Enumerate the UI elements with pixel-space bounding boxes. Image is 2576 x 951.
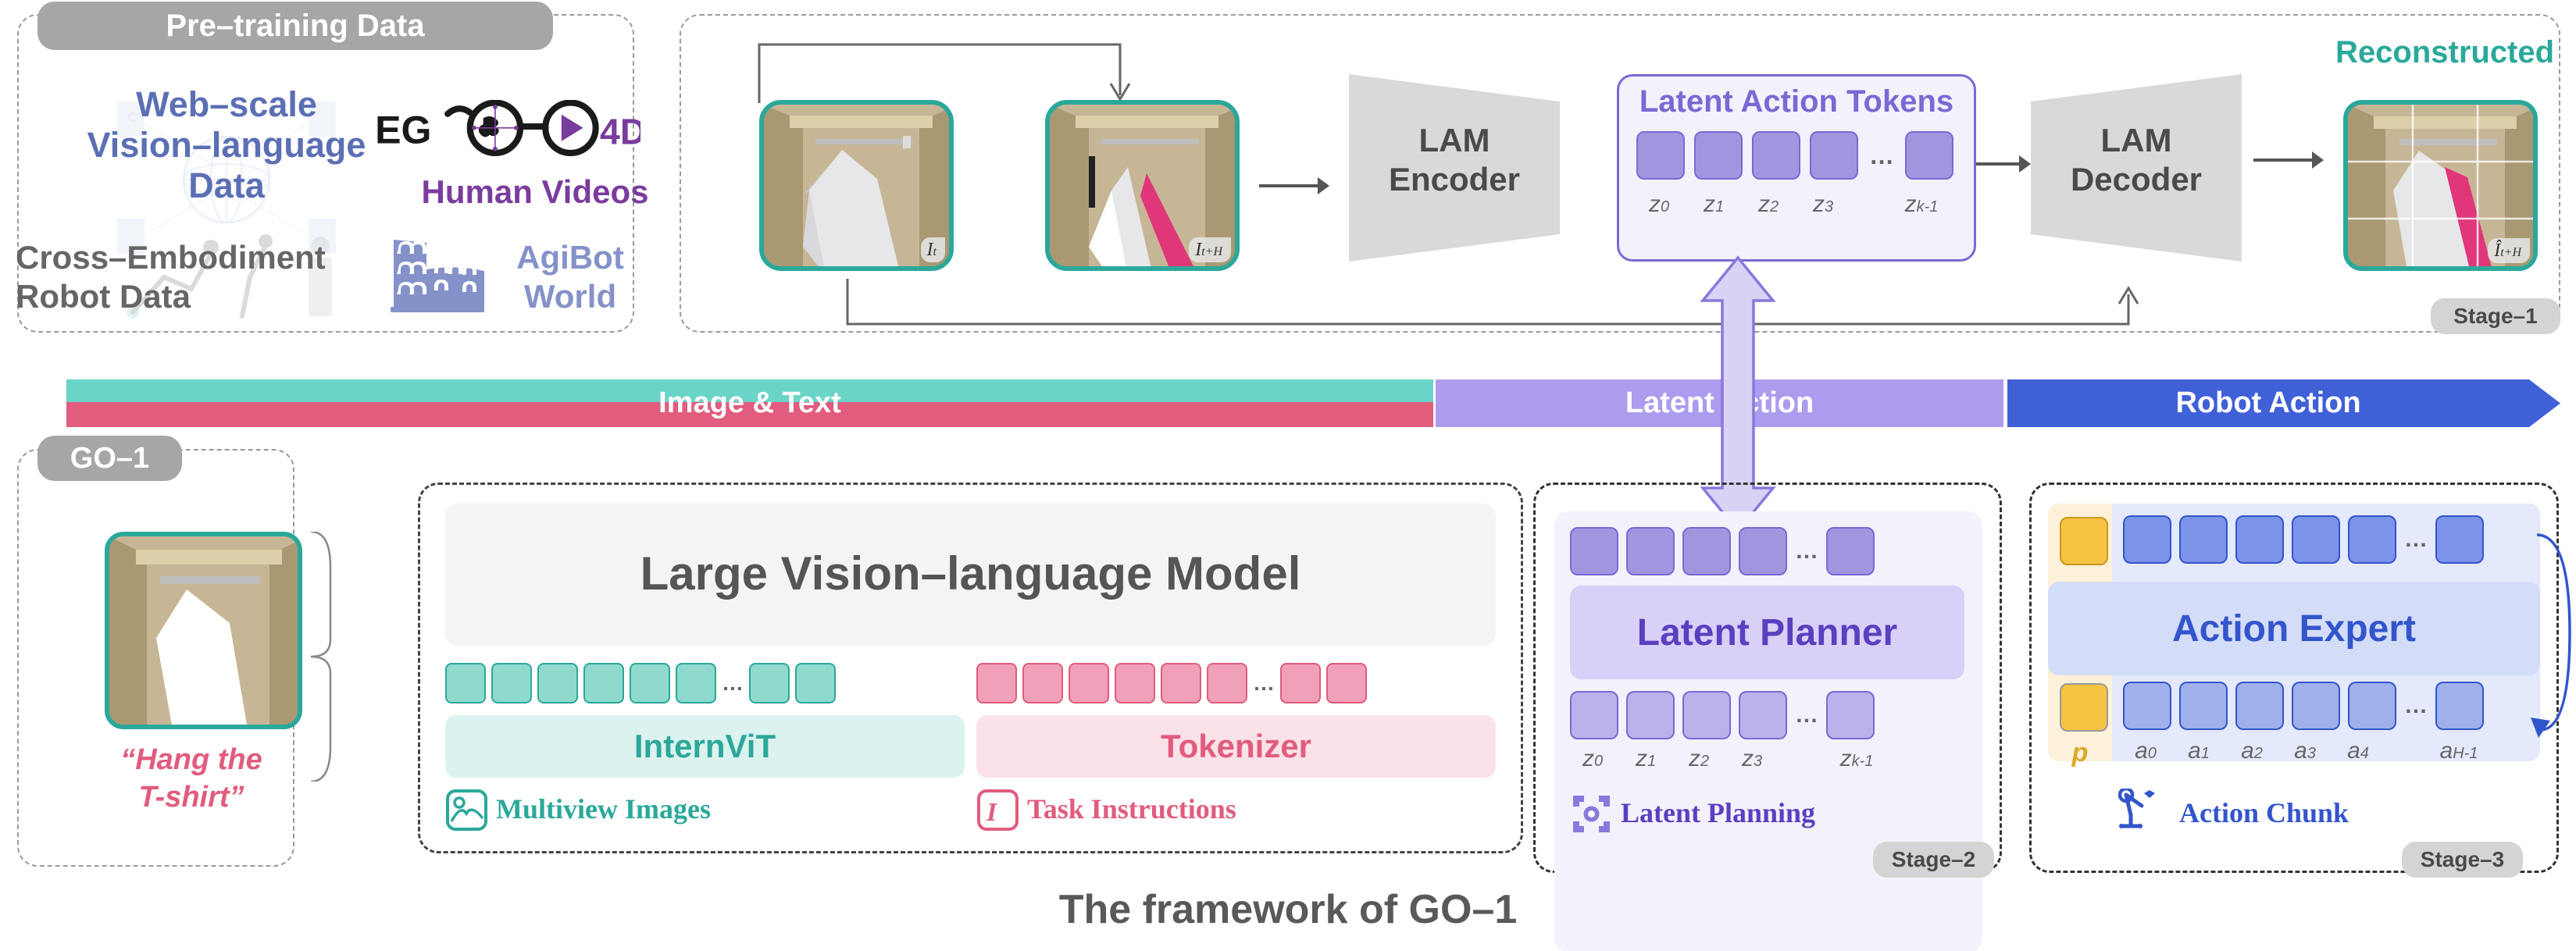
svg-text:I: I [986, 798, 998, 827]
svg-text:4D: 4D [600, 111, 640, 151]
svg-text:EG: EG [375, 108, 431, 151]
